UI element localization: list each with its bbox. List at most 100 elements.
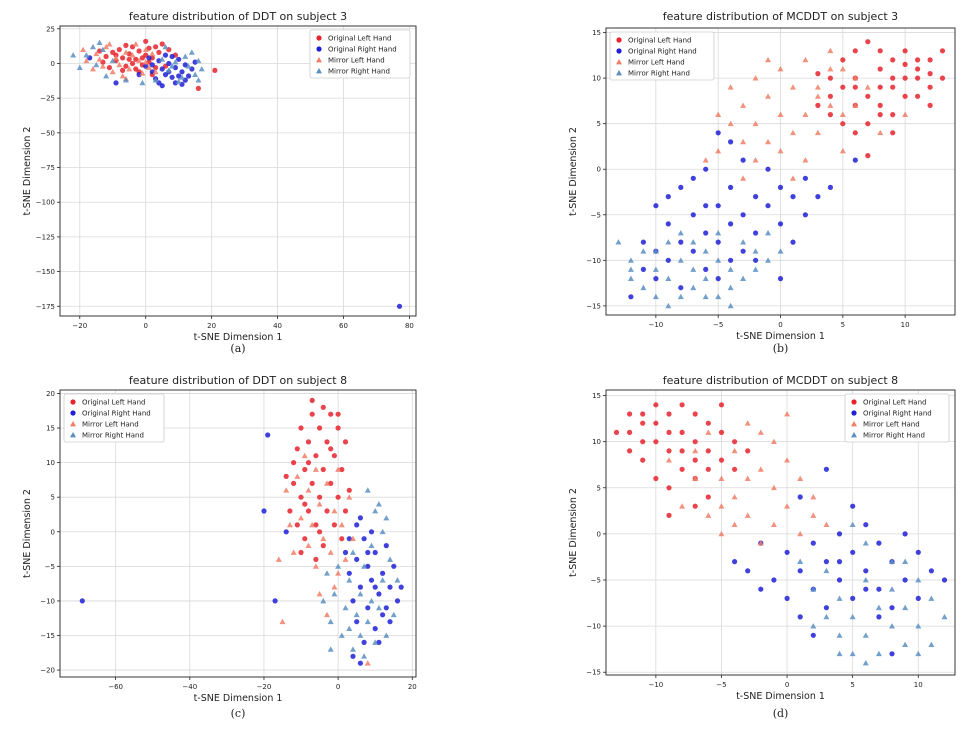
chart-title: feature distribution of MCDDT on subject…: [663, 374, 898, 387]
data-point-original-right: [653, 203, 659, 209]
data-point-original-left: [877, 48, 883, 54]
figure-caption: (c): [231, 707, 246, 720]
x-tick-label: 60: [339, 322, 348, 330]
data-point-mirror-right: [182, 53, 189, 59]
data-point-mirror-right: [889, 558, 896, 564]
data-point-mirror-right: [375, 604, 382, 611]
data-point-original-left: [877, 112, 883, 118]
data-point-mirror-left: [814, 84, 821, 90]
data-point-mirror-left: [864, 84, 871, 90]
data-point-original-left: [915, 57, 921, 63]
data-point-original-left: [666, 485, 672, 491]
x-tick-label: −20: [257, 683, 272, 691]
data-point-mirror-left: [275, 556, 282, 562]
data-point-original-left: [890, 75, 896, 81]
data-point-original-right: [876, 586, 882, 592]
data-point-original-right: [159, 66, 165, 72]
data-point-original-right: [186, 73, 192, 79]
data-point-original-right: [758, 586, 764, 592]
data-point-mirror-right: [364, 618, 371, 625]
data-point-mirror-left: [294, 473, 301, 479]
data-point-original-left: [342, 439, 349, 445]
data-point-mirror-right: [690, 239, 697, 245]
data-point-mirror-right: [139, 79, 146, 86]
data-point-mirror-left: [744, 512, 751, 518]
data-point-original-right: [372, 626, 378, 632]
data-point-original-right: [715, 239, 721, 245]
data-point-original-left: [313, 556, 319, 563]
x-tick-label: 20: [207, 322, 216, 330]
data-point-mirror-right: [169, 63, 176, 69]
data-point-original-left: [103, 53, 109, 60]
y-tick-label: −10: [40, 597, 55, 605]
data-point-mirror-left: [146, 64, 152, 71]
data-point-original-left: [653, 475, 659, 482]
data-point-original-right: [836, 531, 843, 537]
legend-label: Original Left Hand: [328, 35, 391, 43]
data-point-mirror-left: [789, 175, 796, 181]
data-point-original-right: [902, 531, 908, 537]
data-point-mirror-right: [357, 591, 364, 597]
data-point-mirror-left: [777, 66, 784, 72]
y-tick-label: −25: [40, 95, 55, 103]
data-point-original-right: [777, 184, 784, 190]
data-point-original-right: [740, 157, 746, 163]
y-tick-label: −15: [40, 632, 55, 640]
data-point-mirror-left: [784, 503, 791, 509]
data-point-original-right: [753, 257, 759, 263]
data-point-original-left: [865, 153, 871, 159]
legend-marker-original-left: [70, 399, 76, 405]
data-point-original-left: [902, 75, 908, 81]
data-point-original-left: [328, 446, 334, 452]
data-point-mirror-left: [702, 157, 709, 163]
data-point-original-right: [928, 568, 935, 574]
data-point-mirror-left: [692, 447, 699, 454]
data-point-original-left: [653, 420, 659, 426]
x-tick-label: 5: [841, 321, 845, 329]
data-point-mirror-left: [839, 111, 846, 117]
data-point-original-left: [705, 420, 711, 426]
data-point-mirror-left: [777, 111, 784, 117]
data-point-original-right: [136, 72, 142, 78]
data-point-original-right: [383, 543, 389, 549]
data-point-mirror-left: [827, 102, 834, 108]
data-point-original-right: [690, 248, 696, 254]
data-point-original-left: [732, 466, 738, 472]
data-point-mirror-right: [152, 77, 159, 83]
data-point-mirror-right: [862, 632, 869, 638]
data-point-original-right: [387, 584, 393, 590]
data-point-mirror-right: [752, 248, 759, 254]
data-point-mirror-right: [677, 293, 684, 300]
legend-marker-mirror-left: [70, 421, 76, 427]
data-point-original-left: [153, 44, 159, 50]
data-point-original-left: [291, 460, 297, 466]
data-point-mirror-left: [298, 514, 305, 521]
data-point-mirror-left: [810, 493, 817, 500]
data-point-mirror-left: [142, 59, 149, 65]
data-point-mirror-right: [387, 556, 394, 562]
data-point-original-left: [705, 494, 711, 500]
data-point-original-left: [120, 55, 126, 61]
data-point-original-left: [705, 466, 711, 472]
chart-panel-0: −20 0 20 40 60 80 25 0 −25 −50 −75 −100 −125 −150 −175…: [22, 10, 417, 355]
data-point-mirror-right: [849, 650, 856, 657]
data-point-original-right: [797, 494, 803, 500]
data-point-original-left: [146, 45, 152, 51]
data-point-original-left: [133, 56, 139, 62]
data-point-mirror-right: [159, 56, 166, 62]
data-point-mirror-right: [862, 660, 869, 666]
data-point-mirror-left: [789, 84, 796, 90]
data-point-original-right: [728, 257, 734, 263]
data-point-original-left: [692, 439, 698, 445]
data-point-mirror-left: [106, 41, 113, 47]
data-point-mirror-right: [195, 77, 202, 83]
data-point-mirror-right: [83, 52, 90, 58]
data-point-mirror-left: [715, 148, 722, 154]
y-tick-label: 0: [51, 528, 55, 536]
data-point-original-right: [815, 194, 821, 200]
data-point-original-right: [172, 65, 178, 71]
data-point-mirror-right: [797, 558, 804, 564]
data-point-original-right: [261, 508, 267, 514]
y-tick-label: 15: [592, 392, 601, 400]
data-point-mirror-left: [802, 56, 809, 63]
